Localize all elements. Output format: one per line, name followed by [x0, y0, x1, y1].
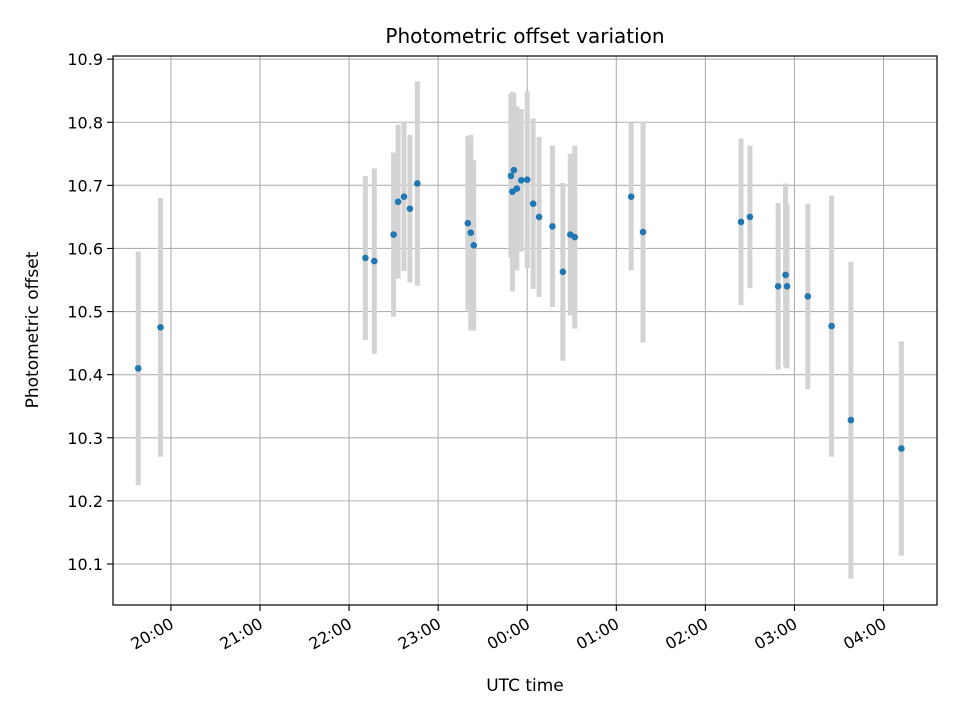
x-tick-label: 02:00: [662, 614, 711, 654]
data-point: [464, 219, 472, 227]
data-point: [394, 198, 402, 206]
data-point: [513, 185, 521, 192]
y-tick-label: 10.5: [67, 303, 103, 322]
data-point: [510, 166, 518, 174]
x-tick-label: 01:00: [573, 614, 622, 654]
x-tick-label: 00:00: [484, 614, 533, 654]
x-tick-label: 20:00: [127, 614, 176, 654]
data-points: [134, 166, 905, 452]
data-point: [157, 324, 164, 331]
y-tick-label: 10.9: [67, 50, 103, 69]
data-point: [470, 242, 478, 249]
x-axis-label: UTC time: [486, 676, 564, 696]
data-point: [406, 205, 414, 213]
plot-frame: [112, 55, 938, 606]
data-point: [390, 231, 397, 238]
data-point: [549, 223, 556, 230]
data-point: [804, 293, 812, 300]
x-tick-label: 03:00: [751, 614, 800, 654]
data-point: [898, 445, 905, 452]
y-tick-label: 10.7: [67, 176, 103, 195]
y-tick-label: 10.8: [67, 113, 103, 132]
data-point: [737, 218, 745, 226]
data-point: [467, 229, 475, 236]
data-point: [828, 322, 835, 330]
data-point: [523, 176, 531, 183]
data-point: [639, 228, 647, 236]
y-tick-label: 10.1: [67, 555, 103, 574]
data-point: [371, 257, 378, 265]
data-point: [134, 365, 142, 372]
chart-title: Photometric offset variation: [385, 24, 664, 48]
data-point: [414, 180, 421, 187]
y-tick-label: 10.2: [67, 492, 103, 511]
data-point: [746, 213, 754, 221]
data-point: [517, 177, 525, 184]
y-tick-label: 10.3: [67, 429, 103, 448]
data-point: [627, 193, 635, 201]
data-point: [507, 172, 515, 180]
data-point: [535, 213, 543, 221]
x-tick-label: 22:00: [306, 614, 355, 654]
data-point: [847, 416, 855, 424]
data-point: [782, 271, 789, 279]
x-tick-label: 23:00: [395, 614, 444, 654]
data-point: [783, 283, 791, 290]
data-point: [400, 193, 408, 201]
data-point: [774, 283, 782, 290]
data-point: [559, 268, 567, 276]
data-point: [571, 233, 579, 241]
x-tick-label: 21:00: [217, 614, 266, 654]
x-tick-label: 04:00: [840, 614, 889, 654]
y-tick-label: 10.6: [67, 239, 103, 258]
y-tick-label: 10.4: [67, 366, 103, 385]
data-point: [362, 254, 369, 262]
y-axis-label: Photometric offset: [23, 251, 43, 408]
data-point: [529, 200, 537, 207]
